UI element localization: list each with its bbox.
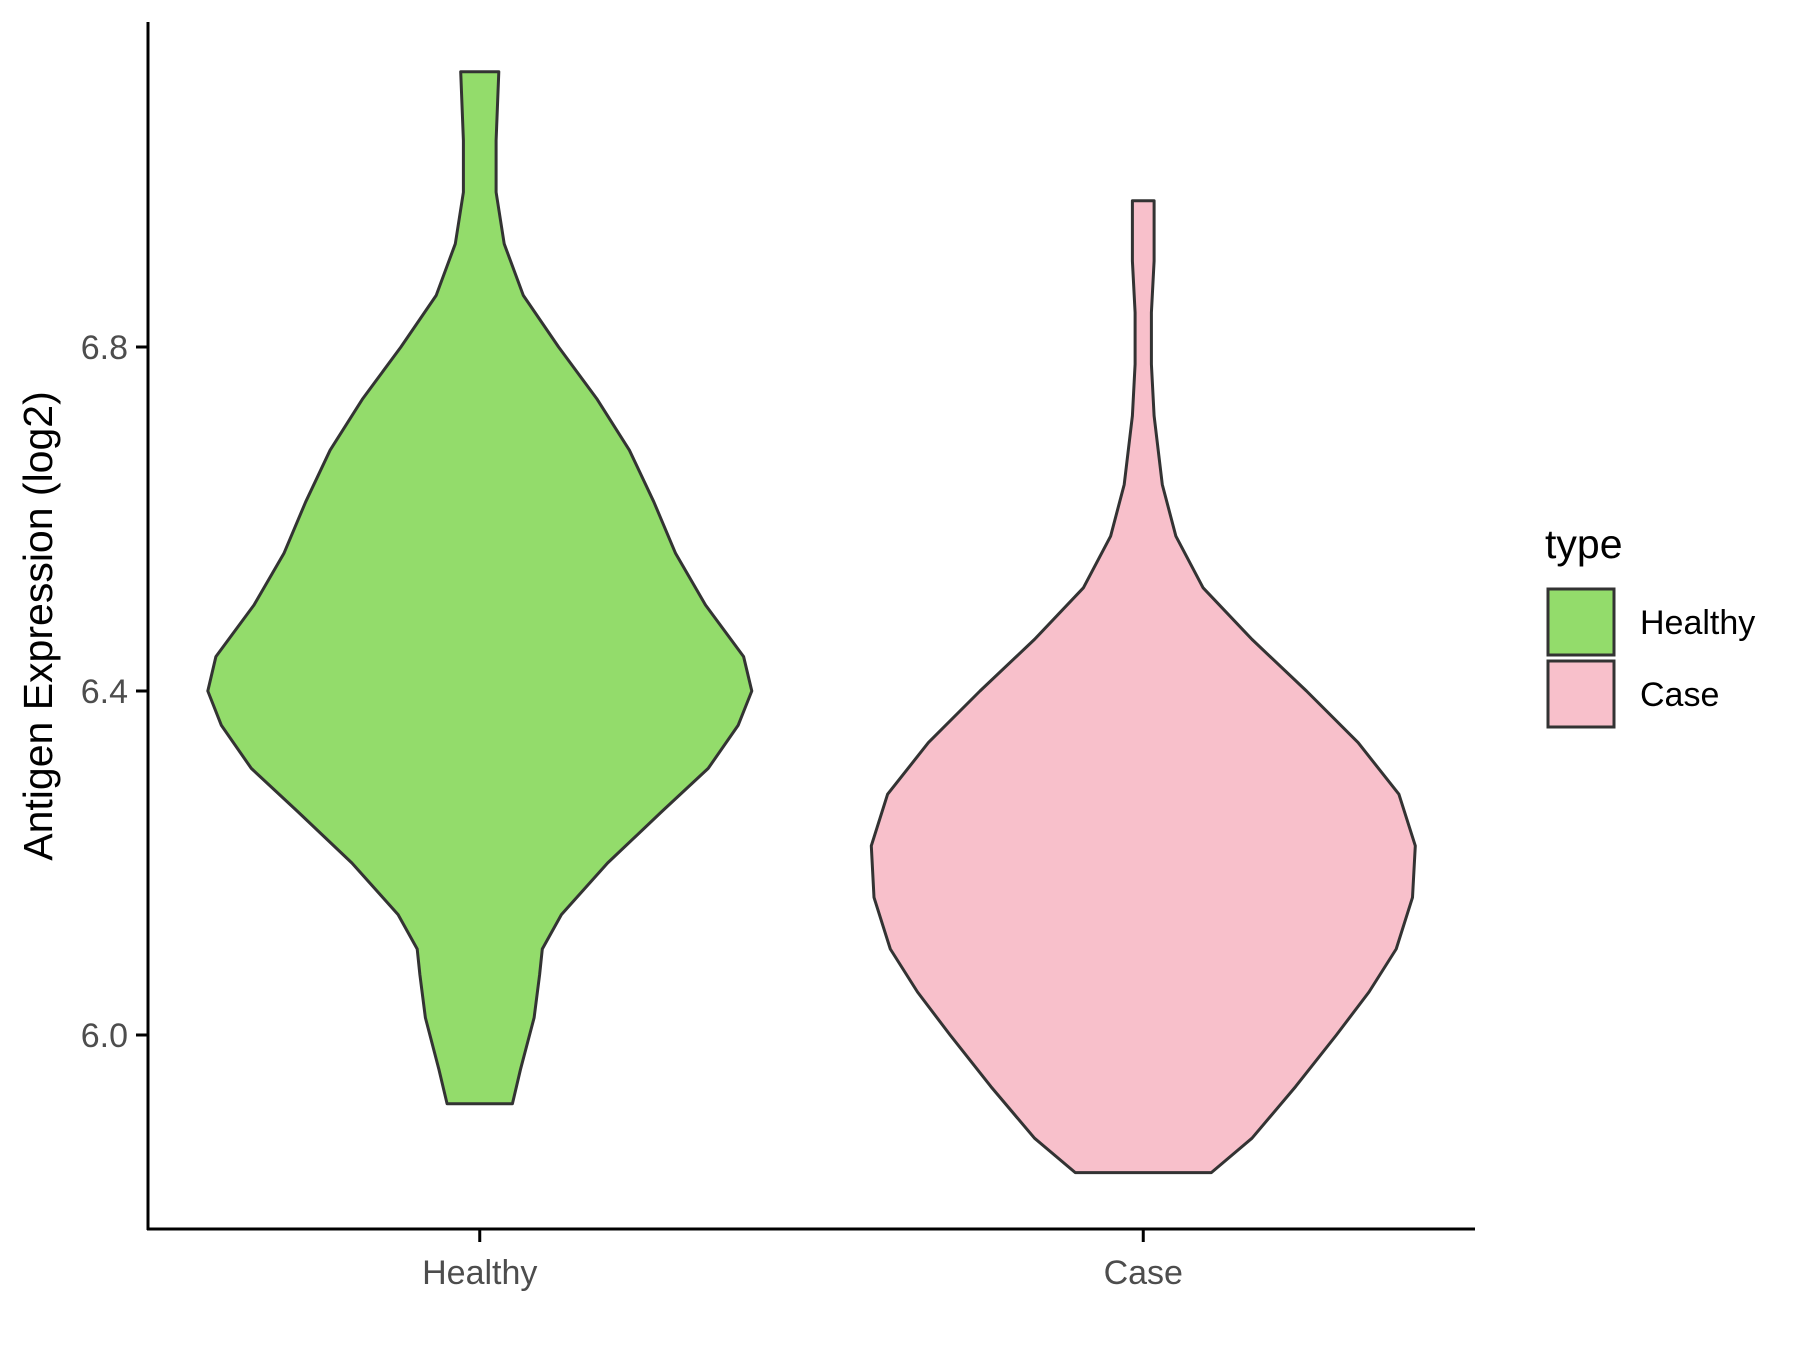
legend: type Healthy Case [1545,521,1755,729]
x-axis-ticks: Healthy Case [422,1229,1183,1292]
legend-label-healthy: Healthy [1640,604,1755,642]
violin-healthy [206,70,754,1106]
legend-entries: Healthy Case [1546,587,1755,729]
x-tick-label: Healthy [422,1254,537,1292]
x-tick-label: Case [1104,1254,1183,1292]
violin-layer [206,70,1417,1175]
legend-swatch-case [1546,659,1616,729]
legend-label-case: Case [1640,676,1719,714]
y-axis-title: Antigen Expression (log2) [15,391,61,860]
legend-title: type [1545,521,1623,567]
y-axis-ticks: 6.0 6.4 6.8 [81,329,148,1055]
y-tick-label: 6.4 [81,673,128,711]
violin-case [869,199,1417,1175]
legend-swatch-healthy [1546,587,1616,657]
y-tick-label: 6.8 [81,329,128,367]
y-tick-label: 6.0 [81,1017,128,1055]
